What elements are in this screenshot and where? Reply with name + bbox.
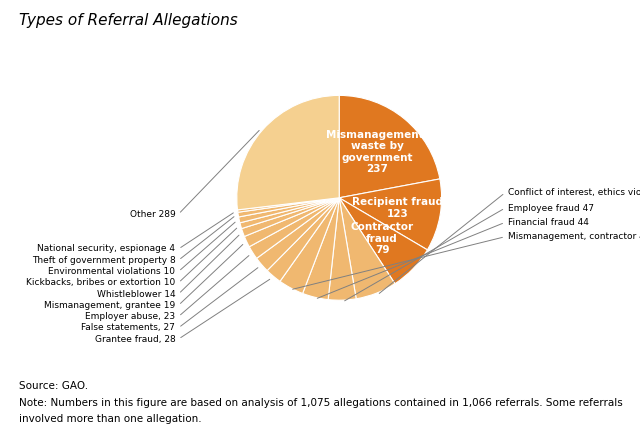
Wedge shape [303,198,339,300]
Text: Kickbacks, bribes or extortion 10: Kickbacks, bribes or extortion 10 [26,278,175,287]
Text: Recipient fraud
123: Recipient fraud 123 [352,197,443,219]
Wedge shape [328,198,356,300]
Text: Source: GAO.: Source: GAO. [19,381,88,390]
Text: Note: Numbers in this figure are based on analysis of 1,075 allegations containe: Note: Numbers in this figure are based o… [19,398,623,408]
Text: Whistleblower 14: Whistleblower 14 [97,289,175,298]
Wedge shape [267,198,339,281]
Text: Environmental violations 10: Environmental violations 10 [49,267,175,276]
Text: Contractor
fraud
79: Contractor fraud 79 [351,222,413,255]
Wedge shape [240,198,339,229]
Wedge shape [339,179,442,250]
Text: Employee fraud 47: Employee fraud 47 [508,203,594,212]
Text: Employer abuse, 23: Employer abuse, 23 [85,312,175,321]
Text: involved more than one allegation.: involved more than one allegation. [19,414,202,424]
Text: Theft of government property 8: Theft of government property 8 [31,256,175,265]
Text: Grantee fraud, 28: Grantee fraud, 28 [95,335,175,344]
Wedge shape [339,198,395,299]
Text: National security, espionage 4: National security, espionage 4 [37,245,175,254]
Wedge shape [339,198,428,284]
Wedge shape [257,198,339,270]
Text: Mismanagement, contractor 43: Mismanagement, contractor 43 [508,232,640,241]
Wedge shape [237,95,339,210]
Text: Mismanagement,
waste by
government
237: Mismanagement, waste by government 237 [326,130,428,175]
Text: Types of Referral Allegations: Types of Referral Allegations [19,13,238,28]
Text: Conflict of interest, ethics violations 70: Conflict of interest, ethics violations … [508,188,640,197]
Text: Other 289: Other 289 [130,210,175,219]
Wedge shape [280,198,339,293]
Wedge shape [339,95,440,198]
Text: Financial fraud 44: Financial fraud 44 [508,218,589,227]
Wedge shape [237,198,339,212]
Text: Mismanagement, grantee 19: Mismanagement, grantee 19 [44,301,175,310]
Wedge shape [239,198,339,223]
Text: False statements, 27: False statements, 27 [81,323,175,332]
Wedge shape [241,198,339,237]
Wedge shape [249,198,339,258]
Wedge shape [238,198,339,217]
Wedge shape [244,198,339,247]
